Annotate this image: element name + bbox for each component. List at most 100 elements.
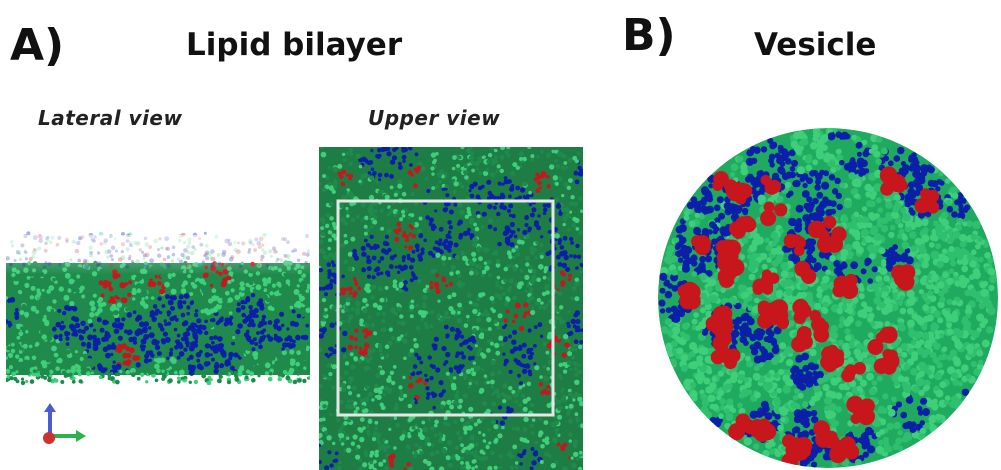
lateral-particle [251,347,256,352]
upper-particle [466,292,472,298]
upper-particle [512,329,518,335]
vesicle-particle [916,254,922,260]
upper-particle [495,283,500,288]
upper-particle [519,381,523,386]
lateral-particle [41,288,45,292]
upper-particle [364,385,370,390]
upper-particle [443,244,450,250]
vesicle-particle [873,150,881,158]
upper-particle [475,167,479,171]
upper-particle [443,315,448,320]
upper-particle [514,302,520,308]
upper-particle [562,333,569,340]
upper-particle [438,238,443,243]
upper-particle [468,155,475,161]
upper-particle [327,229,333,235]
upper-particle [501,182,505,186]
lateral-particle [239,365,245,371]
upper-particle [467,425,473,431]
vesicle-particle [915,184,924,192]
lateral-particle [89,312,95,318]
upper-particle [574,280,580,287]
lateral-particle [174,345,179,350]
upper-particle [346,436,350,440]
upper-particle [486,317,492,323]
lateral-particle [170,288,177,295]
lateral-particle [11,371,16,377]
upper-particle [358,179,362,184]
lateral-particle [121,343,127,350]
upper-particle [508,407,514,413]
vesicle-particle [737,402,743,409]
lateral-particle [258,302,264,308]
upper-particle [510,233,514,237]
vesicle-particle [721,366,728,373]
lateral-edge-particle [60,380,65,384]
upper-particle [562,222,566,227]
lateral-particle [82,353,88,359]
upper-particle [389,255,395,261]
lateral-particle [248,280,254,286]
upper-particle [512,295,517,301]
lateral-particle [71,332,75,337]
lateral-particle [291,309,296,314]
lateral-particle [117,335,123,341]
lateral-particle [23,359,30,366]
upper-particle [539,375,543,379]
upper-particle [408,376,413,380]
upper-particle [382,240,388,246]
upper-particle [515,185,521,191]
lateral-particle [73,292,79,298]
lateral-particle [36,288,41,293]
upper-particle [331,272,337,278]
lateral-particle [132,340,138,345]
upper-particle [487,427,491,432]
upper-particle [471,251,477,257]
vesicle-particle [893,194,900,201]
upper-particle [469,193,475,199]
upper-particle [323,311,327,316]
upper-particle [541,170,546,175]
upper-particle [437,241,443,247]
upper-particle [364,396,370,402]
upper-particle [355,310,361,316]
vesicle-particle [801,173,809,181]
upper-particle [506,153,511,158]
lateral-particle [293,289,300,295]
vesicle-particle [882,436,890,443]
upper-particle [496,275,501,280]
upper-particle [374,449,379,454]
upper-particle [444,207,448,211]
lateral-edge-particle [264,371,269,376]
lateral-particle [121,297,128,304]
lateral-particle [211,328,217,334]
vesicle-particle [863,437,870,444]
upper-particle [539,459,544,465]
lateral-particle [180,336,186,342]
upper-particle [410,399,416,404]
vesicle-particle [946,354,953,361]
lateral-particle [98,302,104,308]
upper-particle [447,220,452,225]
upper-particle [319,333,324,339]
upper-particle [503,266,509,272]
vesicle-particle [749,410,758,419]
vesicle-particle [867,316,874,323]
lateral-particle [122,352,129,359]
upper-particle [404,245,408,249]
lateral-particle [190,327,197,333]
vesicle-particle [785,359,794,367]
upper-particle [462,255,468,261]
vesicle-particle [765,335,774,344]
upper-particle [364,342,369,347]
upper-particle [543,375,549,382]
vesicle-particles [658,128,998,468]
upper-particle [416,428,421,433]
vesicle-particle [834,177,841,184]
lateral-particle [129,347,135,354]
vesicle-particle [788,272,795,278]
upper-particle [496,393,501,399]
upper-particle [472,181,478,187]
lateral-particle [242,318,248,324]
upper-particle [369,450,375,456]
